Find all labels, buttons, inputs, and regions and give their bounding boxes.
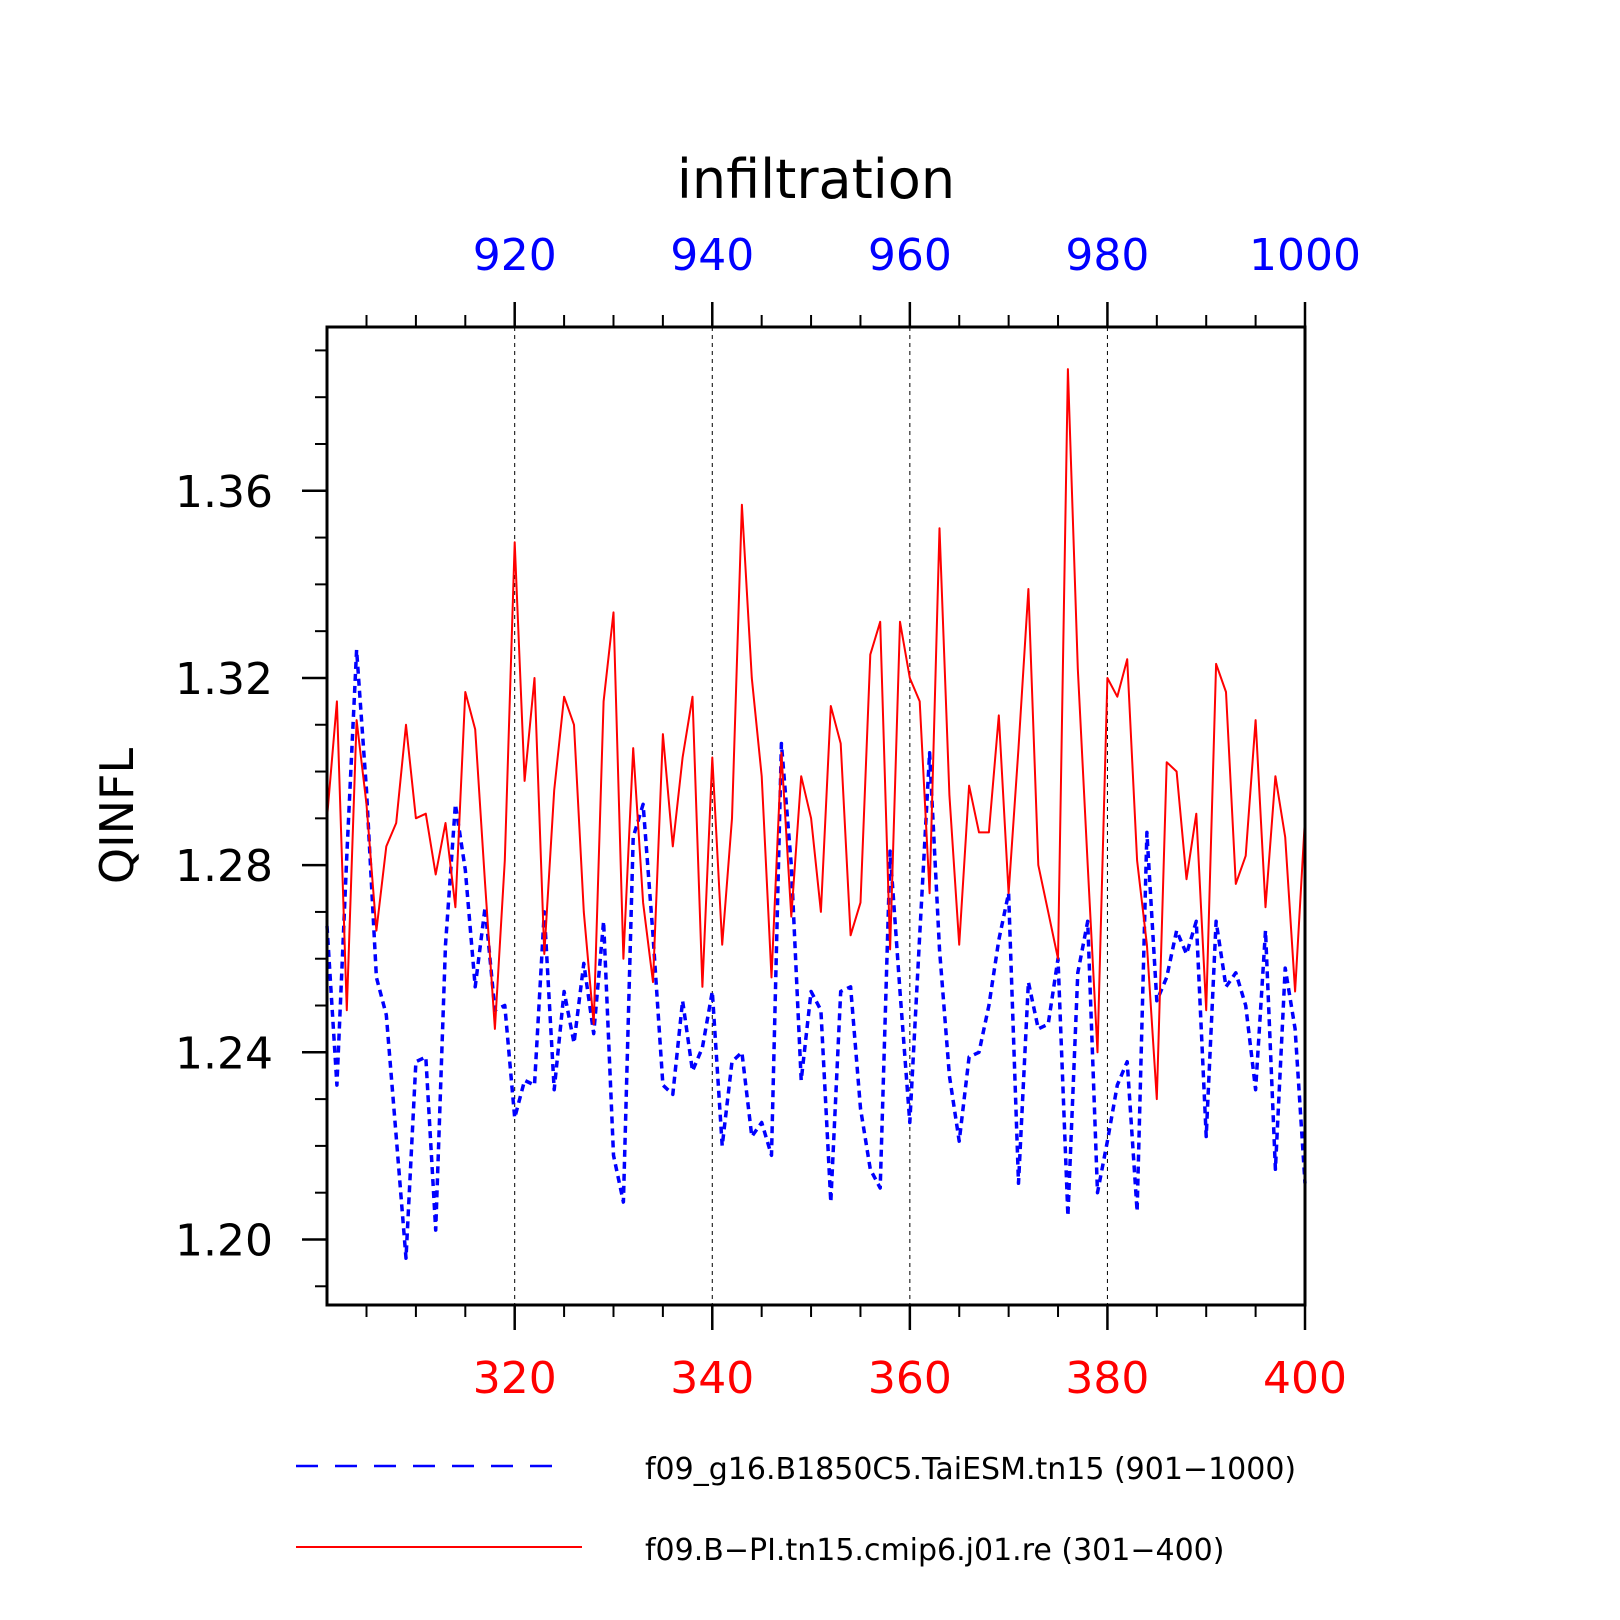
y-tick-label: 1.28: [175, 841, 273, 892]
legend: f09_g16.B1850C5.TaiESM.tn15 (901−1000) f…: [296, 1452, 1296, 1568]
x-bottom-tick-label: 360: [868, 1353, 952, 1404]
x-bottom-tick-label: 400: [1263, 1353, 1347, 1404]
series-line-cmip6: [326, 368, 1306, 1101]
tick-labels: 320 340 360 380 400 920 940 960 980 1000 1.20 1.24 1…: [175, 230, 1361, 1404]
axis-ticks: [302, 302, 1307, 1330]
x-top-tick-label: 960: [868, 230, 952, 281]
x-top-tick-label: 1000: [1249, 230, 1361, 281]
x-bottom-tick-label: 340: [670, 1353, 754, 1404]
plot-frame: [325, 325, 1307, 1307]
chart-title: infiltration: [677, 148, 955, 211]
legend-label-taiesm: f09_g16.B1850C5.TaiESM.tn15 (901−1000): [645, 1452, 1296, 1487]
x-top-tick-label: 940: [670, 230, 754, 281]
x-top-tick-label: 980: [1065, 230, 1149, 281]
y-axis-label: QINFL: [90, 747, 144, 884]
x-bottom-tick-label: 380: [1065, 1353, 1149, 1404]
legend-label-cmip6: f09.B−PI.tn15.cmip6.j01.re (301−400): [645, 1533, 1224, 1568]
x-bottom-tick-label: 320: [473, 1353, 557, 1404]
y-tick-label: 1.32: [175, 654, 273, 705]
y-tick-label: 1.36: [175, 467, 273, 518]
x-top-tick-label: 920: [473, 230, 557, 281]
grid-lines: [514, 327, 1108, 1305]
y-tick-label: 1.24: [175, 1028, 273, 1079]
y-tick-label: 1.20: [175, 1215, 273, 1266]
plot-lines: [325, 368, 1307, 1260]
